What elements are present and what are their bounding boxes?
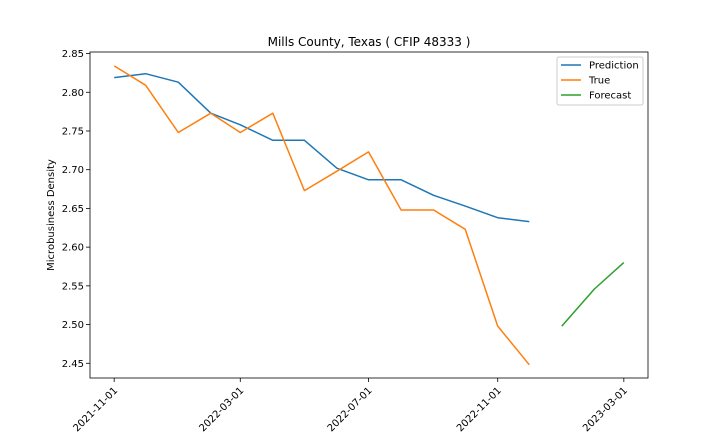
x-axis: 2021-11-01 2022-03-01 2022-07-01 2022-11-01… [71, 378, 630, 432]
y-tick-label: 2.60 [62, 243, 84, 254]
x-tick-label: 2021-11-01 [71, 385, 120, 432]
legend: Prediction True Forecast [557, 57, 643, 105]
y-tick-label: 2.65 [62, 204, 84, 215]
y-tick-label: 2.80 [62, 88, 84, 99]
y-tick-label: 2.50 [62, 320, 84, 331]
x-tick-label: 2022-11-01 [455, 385, 504, 432]
x-tick-label: 2022-03-01 [198, 385, 247, 432]
x-tick-label: 2022-07-01 [326, 385, 375, 432]
y-tick-label: 2.85 [62, 49, 84, 60]
y-tick-label: 2.70 [62, 165, 84, 176]
x-tick-label: 2023-03-01 [581, 385, 630, 432]
y-tick-label: 2.45 [62, 359, 84, 370]
chart-title: Mills County, Texas ( CFIP 48333 ) [268, 35, 471, 49]
legend-label: Forecast [589, 91, 631, 102]
legend-label: True [588, 76, 610, 87]
y-tick-label: 2.55 [62, 281, 84, 292]
y-axis: 2.45 2.50 2.55 2.60 2.65 2.70 2.75 2.80 2.85 [62, 49, 90, 370]
legend-label: Prediction [589, 61, 639, 72]
y-axis-label: Microbusiness Density [46, 159, 57, 271]
y-tick-label: 2.75 [62, 126, 84, 137]
